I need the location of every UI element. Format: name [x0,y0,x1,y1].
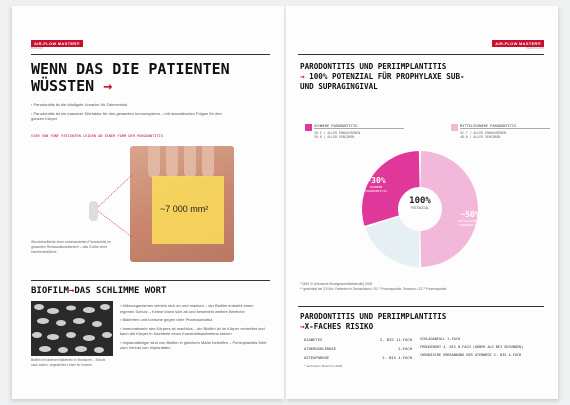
logo-subtitle: BIOFILM [31,46,44,50]
logo-subtitle: PERIOFLOW [525,46,544,50]
slice-label-moderate: ~50% MITTELSCHWERE PARODONTITIS [458,210,482,227]
right-page: AIR-FLOW MASTER® PERIOFLOW PARODONTITIS … [286,6,558,399]
list-item: CHRONISCHE ERKRANKUNG DER ATEMWEGE 2- BI… [420,353,522,357]
finger-shape [184,146,196,178]
divider [298,54,544,55]
brand-logo: AIR-FLOW MASTER® [31,40,83,47]
divider [31,54,270,55]
bullet-list: › Parodontitis ist die häufigste Ursache… [31,102,231,122]
tooth-icon [89,201,98,221]
legend-swatch [451,124,458,131]
divider [298,306,544,307]
divider [31,280,270,281]
list-item: › Bakterien und toxische gegen viele Pha… [120,317,213,322]
footnotes: * DMS IV (Deutsche Mundgesundheitsstudie… [300,282,447,291]
list-item: ATHEROSKLEROSE 2-FACH [304,346,412,351]
chart-title: PARODONTITIS UND PERIIMPLANTITIS → 100% … [300,62,465,91]
risk-list-left: DIABETES 2- BIS 11-FACH ATHEROSKLEROSE 2-F… [304,337,412,368]
donut-center: 100% POTENZIAL [409,196,431,210]
highlight-area [152,176,224,244]
section-title: BIOFILM→DAS SCHLIMME WORT [31,286,167,296]
finger-shape [148,146,160,178]
list-item: FRÜHGEBURT 4- BIS 8-FACH (HÖHER ALS BEI … [420,345,524,349]
left-page: AIR-FLOW MASTER® BIOFILM WENN DAS DIE PA… [12,6,284,399]
slice-label-severe: ~30% SCHWERE PARODONTITIS [365,176,387,193]
hand-photo: ~7 000 mm² [130,146,234,262]
biofilm-caption: Biofilm mit diversen Bakterien in Strukt… [31,358,106,367]
list-item: › Implantatträger sind von Biofilm in gl… [120,339,267,351]
list-item: › Parodontitis ist die häufigste Ursache… [31,102,128,107]
list-item: DIABETES 2- BIS 11-FACH [304,337,412,342]
finger-shape [202,146,214,178]
list-item: › Immunabwehr des Körpers ist machtlos –… [120,325,265,337]
photo-caption: Wundoberfläche einer unbehandelten Parod… [31,240,111,254]
legend-severe: SCHWERE PARODONTITIS 30.5 / ALLER ERWACH… [305,124,404,139]
list-item: › Mikroorganismen siedeln sich an und ma… [120,303,254,314]
risk-note: * nach Deht / Busch Int 2003 [304,364,343,368]
red-caption: VIER VON FÜNF PATIENTEN LEIDEN AN EINER … [31,134,163,138]
donut-slice-0 [362,151,420,226]
book-spine [281,6,289,399]
biofilm-image [31,301,113,356]
legend-swatch [305,124,312,131]
legend-moderate: MITTELSCHWERE PARODONTITIS 52.7 / ALLER … [451,124,550,139]
biofilm-bullets: › Mikroorganismen siedeln sich an und ma… [120,303,268,351]
list-item: › Parodontitis ist ein massiver Störfakt… [31,110,222,122]
list-item: OSTEOPOROSE 2- BIS 4-FACH [304,355,412,360]
risk-title: PARODONTITIS UND PERIIMPLANTITIS →X-FACH… [300,312,447,331]
donut-slice-2 [365,216,420,267]
donut-slice-1 [420,151,478,267]
connector-lines [98,174,132,238]
area-value: ~7 000 mm² [160,204,209,214]
donut-chart [362,151,478,267]
brand-logo: AIR-FLOW MASTER® [492,40,544,47]
risk-list-right: SCHLAGANFALL 2-FACH FRÜHGEBURT 4- BIS 8-… [420,337,546,361]
list-item: SCHLAGANFALL 2-FACH [420,337,461,341]
page-headline: WENN DAS DIE PATIENTEN WÜSSTEN → [31,60,230,95]
finger-shape [166,146,178,178]
